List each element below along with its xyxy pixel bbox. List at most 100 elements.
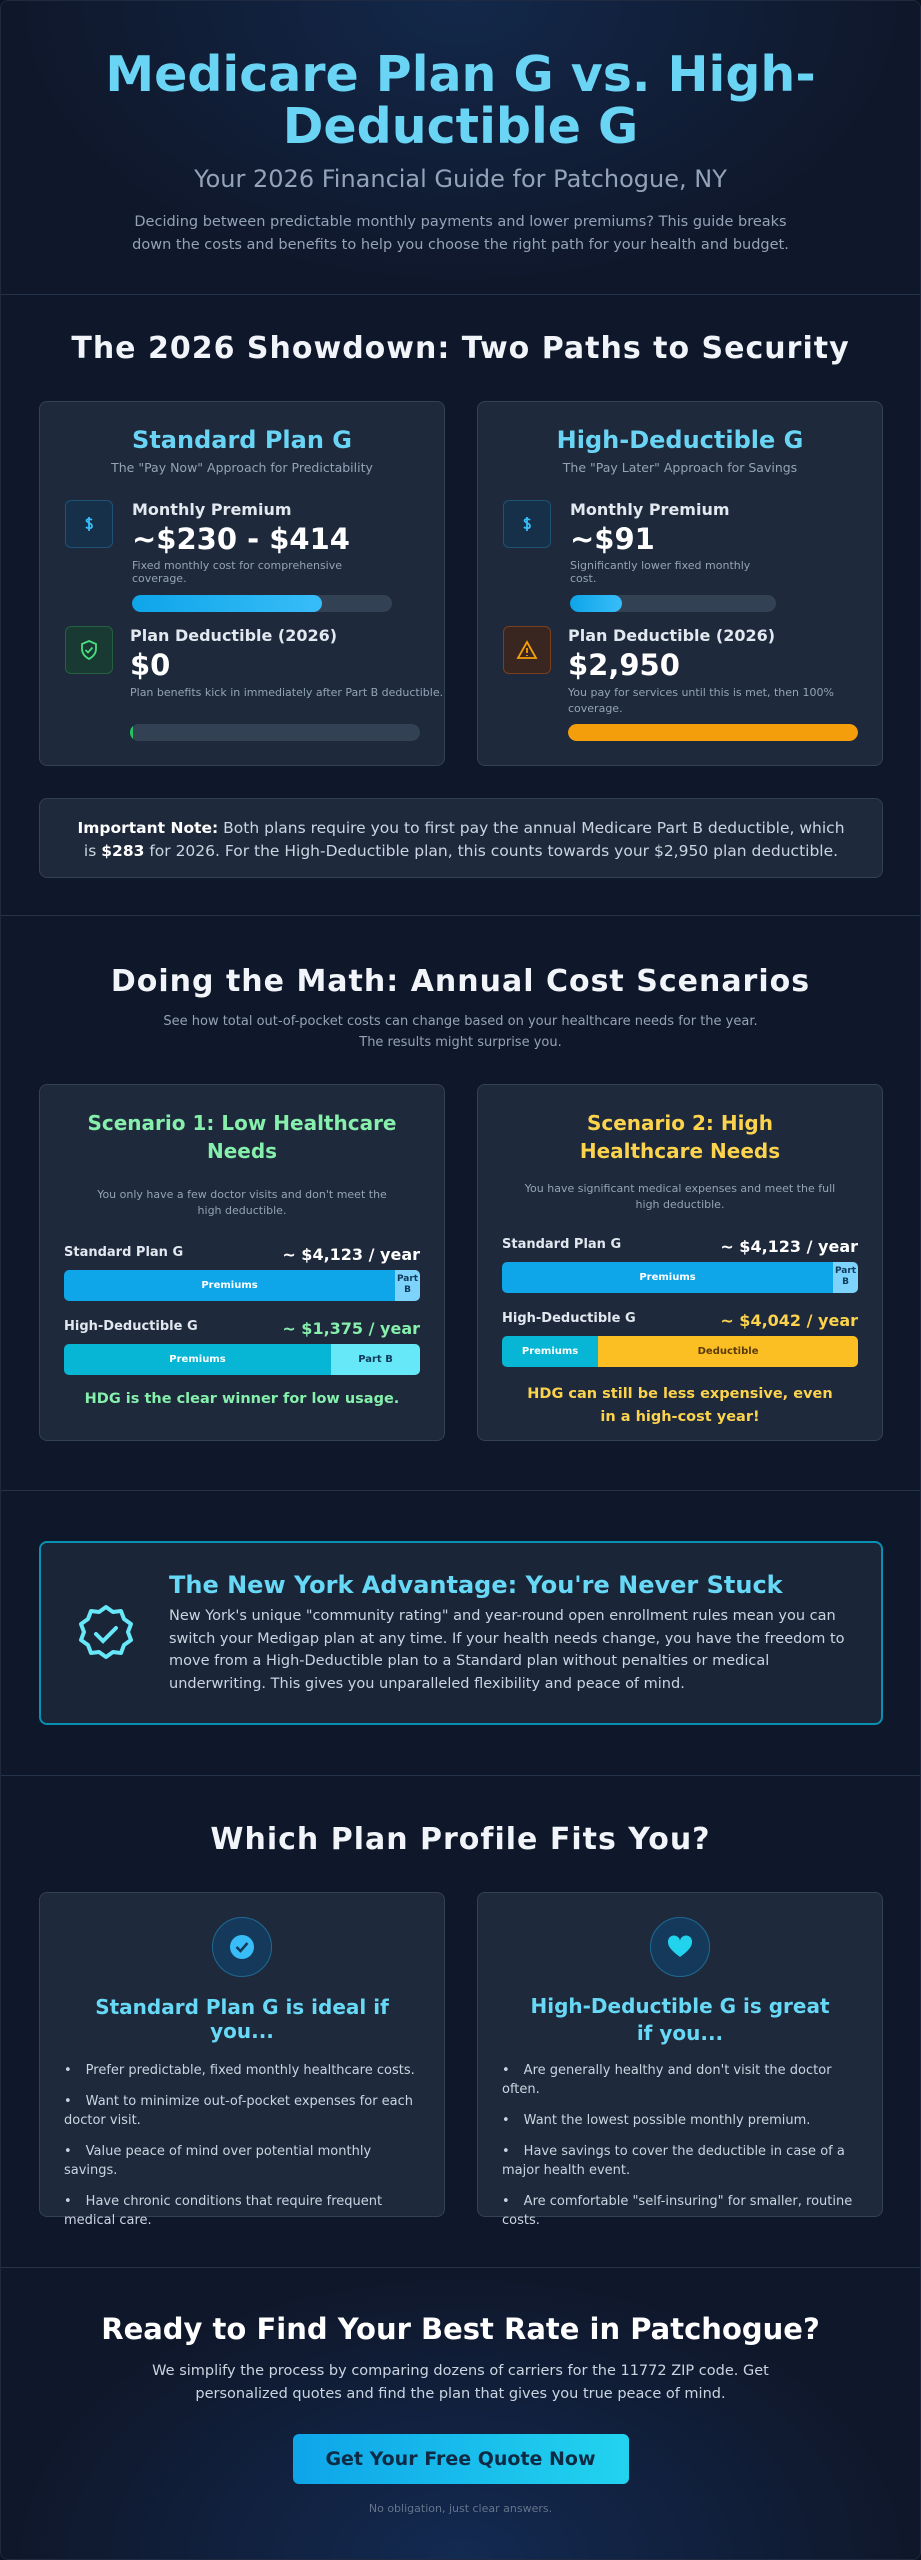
scenario-title: Scenario 1: Low Healthcare Needs	[87, 1111, 397, 1163]
bullet: Prefer predictable, fixed monthly health…	[64, 2061, 420, 2080]
ny-text: New York's unique "community rating" and…	[169, 1608, 845, 1692]
cost-bar: Premiums Part B	[502, 1262, 858, 1293]
plan-tagline: The "Pay Later" Approach for Savings	[562, 460, 798, 475]
premium-block: Monthly Premium ~$230 - $414 Fixed month…	[132, 500, 392, 612]
note-text: Both plans require you to first pay the …	[83, 819, 845, 860]
subtitle: Your 2026 Financial Guide for Patchogue,…	[194, 165, 727, 193]
total: ~ $4,042 / year	[720, 1311, 858, 1330]
heart-icon	[650, 1917, 710, 1977]
bullet-list: Are generally healthy and don't visit th…	[502, 2061, 858, 2230]
section-title: Which Plan Profile Fits You?	[210, 1822, 711, 1857]
check-icon	[212, 1917, 272, 1977]
bullet-list: Prefer predictable, fixed monthly health…	[64, 2061, 420, 2230]
note: Plan benefits kick in immediately after …	[130, 686, 444, 699]
ny-title: The New York Advantage: You're Never Stu…	[169, 1571, 783, 1599]
segment: Deductible	[598, 1336, 858, 1367]
plan: Standard Plan G	[64, 1245, 184, 1260]
bullet: Are comfortable "self-insuring" for smal…	[502, 2192, 858, 2230]
profile-title: High-Deductible G is great if you...	[530, 1994, 830, 2045]
deductible: $2,950	[568, 648, 680, 682]
profile-title: Standard Plan G is ideal if you...	[95, 1995, 389, 2043]
bullet: Are generally healthy and don't visit th…	[502, 2061, 858, 2099]
cost-row: Standard Plan G ~ $4,123 / year Premiums P…	[64, 1245, 420, 1301]
plan-card: High-Deductible G The "Pay Later" Approa…	[477, 401, 883, 766]
segment: Part B	[395, 1270, 420, 1301]
label: Plan Deductible (2026)	[568, 626, 776, 645]
bullet: Have savings to cover the deductible in …	[502, 2142, 858, 2180]
plan: High-Deductible G	[64, 1319, 198, 1334]
cta-footnote: No obligation, just clear answers.	[368, 2502, 553, 2515]
description: Deciding between predictable monthly pay…	[132, 214, 789, 253]
profile-card: High-Deductible G is great if you... Are…	[477, 1892, 883, 2228]
premium: ~$230 - $414	[132, 522, 350, 556]
plan-tagline: The "Pay Now" Approach for Predictabilit…	[111, 460, 373, 475]
deductible-bar	[130, 724, 420, 741]
warning-icon	[503, 626, 551, 674]
deductible-bar	[568, 724, 858, 741]
plan-name: High-Deductible G	[556, 426, 804, 454]
ny-box: The New York Advantage: You're Never Stu…	[39, 1541, 883, 1725]
verdict: HDG is the clear winner for low usage.	[84, 1391, 400, 1407]
dollar-icon	[65, 500, 113, 548]
bullet: Want to minimize out-of-pocket expenses …	[64, 2092, 420, 2130]
premium-block: Monthly Premium ~$91 Significantly lower…	[570, 500, 776, 612]
cost-bar: Premiums Part B	[64, 1270, 420, 1301]
cost-row: High-Deductible G ~ $4,042 / year Premium…	[502, 1311, 858, 1367]
bullet: Value peace of mind over potential month…	[64, 2142, 420, 2180]
cta-text: We simplify the process by comparing doz…	[152, 2363, 769, 2402]
header: Medicare Plan G vs. High-Deductible G Yo…	[1, 1, 920, 295]
segment: Premiums	[64, 1270, 396, 1301]
cta-title: Ready to Find Your Best Rate in Patchogu…	[101, 2312, 820, 2346]
profile-card: Standard Plan G is ideal if you... Prefe…	[39, 1892, 445, 2228]
premium-bar	[570, 595, 776, 612]
note-text: for 2026. For the High-Deductible plan, …	[149, 842, 839, 860]
verdict: HDG can still be less expensive, even in…	[527, 1386, 833, 1425]
title: Medicare Plan G vs. High-Deductible G	[105, 46, 816, 155]
premium-bar	[132, 595, 392, 612]
note: You pay for services until this is met, …	[568, 686, 834, 715]
ny-content: The New York Advantage: You're Never Stu…	[169, 1571, 851, 1695]
cost-bar: Premiums Deductible	[502, 1336, 858, 1367]
segment: Premiums	[502, 1336, 599, 1367]
quote-button[interactable]: Get Your Free Quote Now	[292, 2434, 629, 2484]
scenarios: Doing the Math: Annual Cost Scenarios Se…	[1, 916, 920, 1491]
dollar-icon	[503, 500, 551, 548]
note: Fixed monthly cost for comprehensive cov…	[132, 559, 343, 585]
plan: Standard Plan G	[502, 1237, 622, 1252]
scenario-card: Scenario 2: High Healthcare Needs You ha…	[477, 1084, 883, 1441]
section-subtitle: See how total out-of-pocket costs can ch…	[163, 1014, 758, 1050]
total: ~ $4,123 / year	[282, 1245, 420, 1264]
profiles: Which Plan Profile Fits You? Standard Pl…	[1, 1776, 920, 2268]
bullet: Have chronic conditions that require fre…	[64, 2192, 420, 2230]
total: ~ $4,123 / year	[720, 1237, 858, 1256]
segment: Part B	[331, 1344, 420, 1375]
showdown: The 2026 Showdown: Two Paths to Security…	[1, 295, 920, 916]
cost-row: High-Deductible G ~ $1,375 / year Premium…	[64, 1319, 420, 1375]
label: Plan Deductible (2026)	[130, 626, 338, 645]
cost-row: Standard Plan G ~ $4,123 / year Premiums P…	[502, 1237, 858, 1293]
note: Significantly lower fixed monthly cost.	[570, 559, 751, 585]
total: ~ $1,375 / year	[282, 1319, 420, 1338]
scenario-description: You have significant medical expenses an…	[524, 1182, 836, 1211]
deductible-block: Plan Deductible (2026) $0 Plan benefits …	[130, 626, 443, 701]
scenario-description: You only have a few doctor visits and do…	[97, 1188, 387, 1217]
plan: High-Deductible G	[502, 1311, 636, 1326]
deductible: $0	[130, 648, 171, 682]
scenario-title: Scenario 2: High Healthcare Needs	[579, 1111, 781, 1163]
plan-name: Standard Plan G	[132, 426, 352, 454]
plan-card: Standard Plan G The "Pay Now" Approach f…	[39, 401, 445, 766]
cost-bar: Premiums Part B	[64, 1344, 420, 1375]
badge-icon	[79, 1605, 133, 1659]
shield-icon	[65, 626, 113, 674]
segment: Premiums	[64, 1344, 331, 1375]
note-label: Important Note:	[77, 819, 219, 837]
scenario-card: Scenario 1: Low Healthcare Needs You onl…	[39, 1084, 445, 1441]
note-box: Important Note: Both plans require you t…	[39, 798, 883, 878]
section-title: Doing the Math: Annual Cost Scenarios	[110, 964, 811, 999]
premium: ~$91	[570, 522, 655, 556]
section-title: The 2026 Showdown: Two Paths to Security	[71, 331, 850, 366]
segment: Part B	[833, 1262, 858, 1293]
deductible-block: Plan Deductible (2026) $2,950 You pay fo…	[568, 626, 858, 717]
label: Monthly Premium	[570, 500, 730, 519]
